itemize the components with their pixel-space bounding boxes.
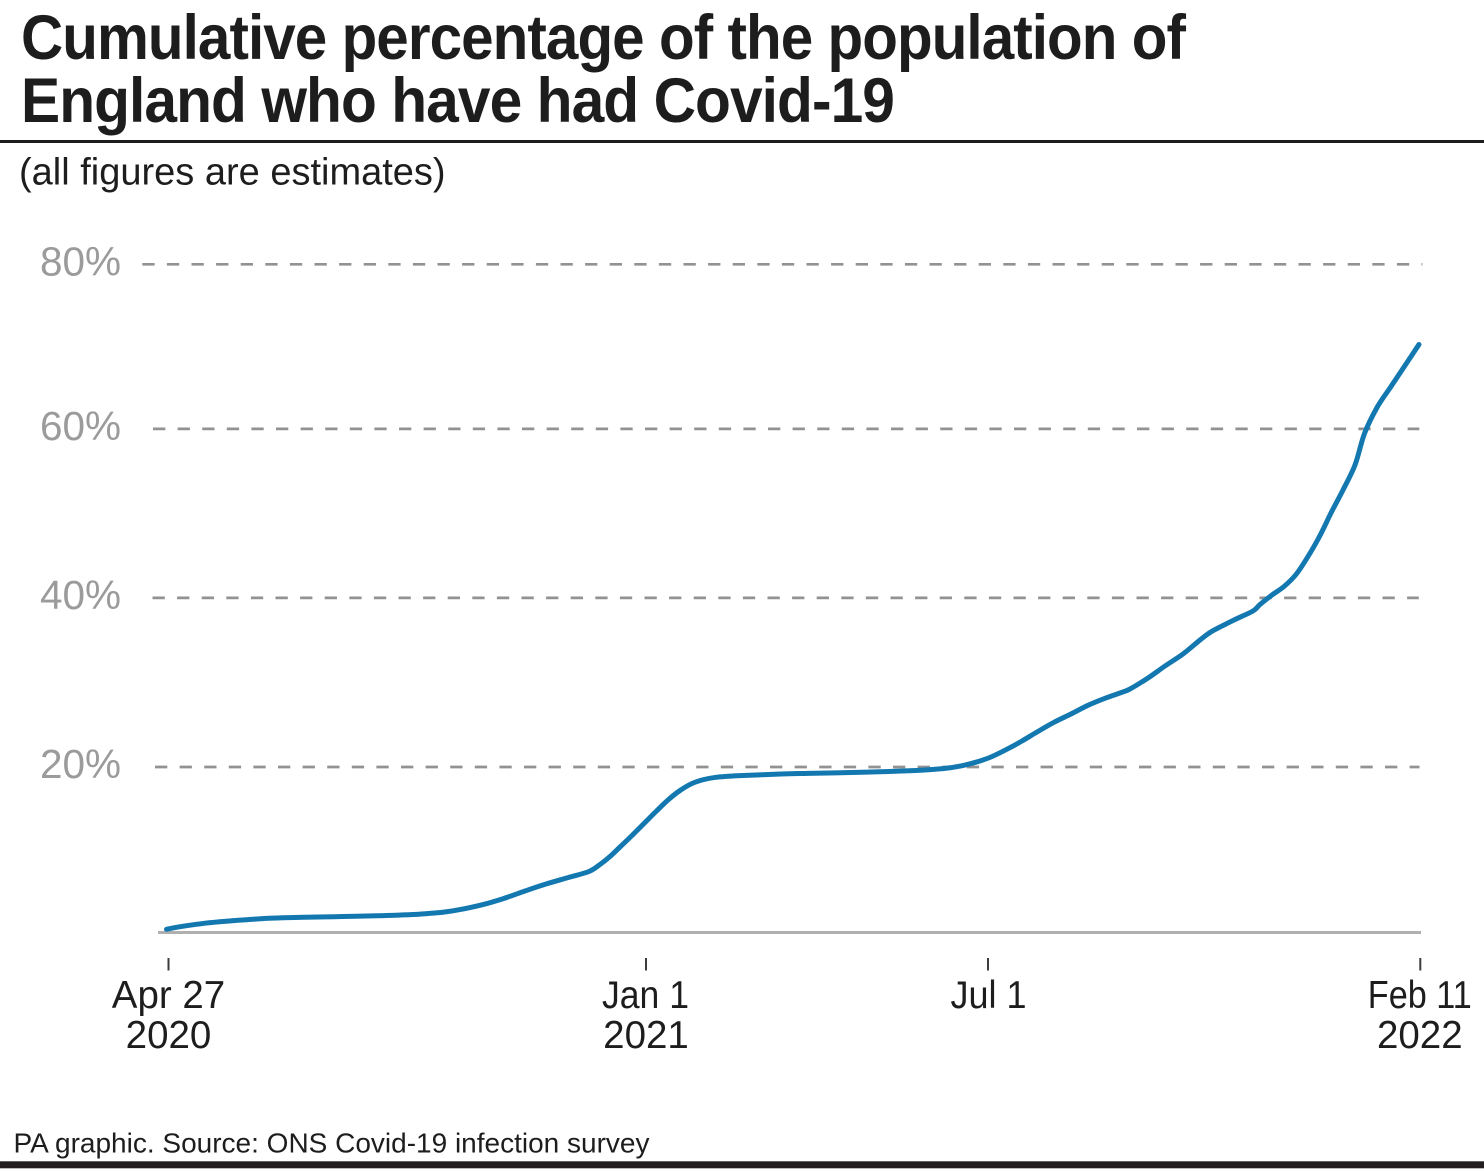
svg-text:2020: 2020 [126,1014,212,1057]
svg-text:40%: 40% [40,572,121,618]
svg-text:PA graphic. Source: ONS Covid-: PA graphic. Source: ONS Covid-19 infecti… [14,1128,650,1159]
svg-text:20%: 20% [40,741,121,787]
svg-text:2022: 2022 [1377,1014,1463,1057]
svg-text:60%: 60% [40,403,121,449]
svg-text:England who have had Covid-19: England who have had Covid-19 [21,66,894,136]
svg-text:Apr 27: Apr 27 [112,974,225,1017]
svg-text:2021: 2021 [603,1014,689,1057]
svg-text:Feb 11: Feb 11 [1368,974,1472,1017]
svg-text:(all figures are estimates): (all figures are estimates) [19,152,446,194]
svg-text:Jan 1: Jan 1 [602,974,689,1017]
svg-text:Cumulative percentage of the p: Cumulative percentage of the population … [21,3,1187,73]
svg-text:80%: 80% [40,238,121,284]
svg-text:Jul 1: Jul 1 [951,974,1027,1017]
